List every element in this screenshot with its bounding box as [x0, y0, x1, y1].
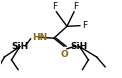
Text: SiH: SiH [11, 42, 29, 51]
Text: F: F [73, 2, 78, 11]
Text: F: F [52, 2, 58, 11]
Text: F: F [82, 21, 88, 30]
Text: HN: HN [32, 33, 47, 42]
Text: O: O [60, 50, 68, 59]
Text: SiH: SiH [71, 42, 88, 51]
